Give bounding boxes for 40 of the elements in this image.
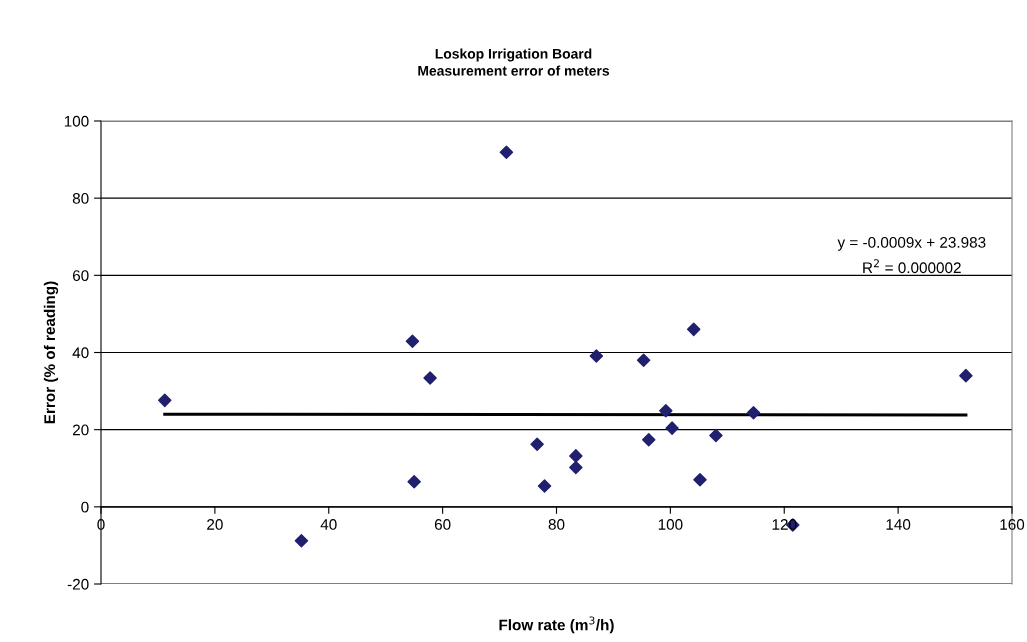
point xyxy=(659,404,673,418)
annotation: y = -0.0009x + 23.983 xyxy=(837,236,986,251)
point xyxy=(423,371,437,385)
chart-subtitle: Measurement error of meters xyxy=(418,65,610,76)
point xyxy=(158,393,172,408)
point xyxy=(589,349,604,363)
y-axis-title: Error (% of reading) xyxy=(43,281,59,424)
x-tick-label: 160 xyxy=(1000,519,1025,530)
y-tick-label: -20 xyxy=(67,578,89,590)
chart-title: Loskop Irrigation Board xyxy=(435,48,592,62)
point xyxy=(405,334,420,349)
point xyxy=(569,460,583,475)
y-tick-label: 40 xyxy=(72,347,89,359)
point xyxy=(693,473,707,487)
x-tick-label: 100 xyxy=(658,519,683,530)
point xyxy=(959,368,973,383)
annotation: R$^{2}$ = 0.000002 xyxy=(863,259,961,274)
point xyxy=(537,479,552,493)
point xyxy=(641,432,656,447)
y-tick-label: 20 xyxy=(72,424,89,436)
point xyxy=(407,475,421,489)
point xyxy=(294,534,309,548)
point xyxy=(569,449,583,463)
y-tick-label: 80 xyxy=(72,193,89,204)
point xyxy=(665,421,679,435)
point xyxy=(499,145,514,160)
x-tick-label: 80 xyxy=(548,519,565,530)
point xyxy=(530,437,544,452)
point xyxy=(636,353,651,367)
point xyxy=(686,322,701,337)
x-tick-label: 140 xyxy=(886,519,911,530)
y-tick-label: 100 xyxy=(64,115,89,127)
y-tick-label: 0 xyxy=(81,501,89,513)
point xyxy=(709,428,723,443)
y-tick-label: 60 xyxy=(72,270,89,282)
x-tick-label: 20 xyxy=(207,519,223,530)
point xyxy=(746,405,761,420)
x-tick-label: 40 xyxy=(320,519,337,530)
x-axis-title: Flow rate (m$^{3}$/h) xyxy=(499,616,614,634)
x-tick-label: 60 xyxy=(434,519,451,530)
